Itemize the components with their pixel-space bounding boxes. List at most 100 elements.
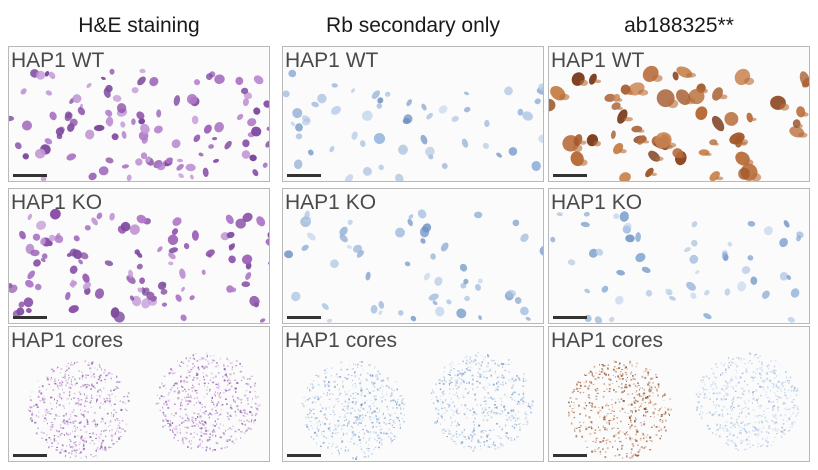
core-speckle <box>63 407 65 409</box>
core-speckle <box>107 394 110 396</box>
cell-nucleus <box>580 221 590 228</box>
core-speckle <box>206 433 208 436</box>
cell-nucleus <box>267 232 269 239</box>
core-speckle <box>484 400 487 403</box>
core-speckle <box>644 402 646 403</box>
core-speckle <box>68 439 71 440</box>
core-speckle <box>613 369 616 372</box>
core-speckle <box>626 377 628 379</box>
core-speckle <box>642 397 645 400</box>
core-speckle <box>351 431 354 434</box>
core-speckle <box>211 430 214 433</box>
core-speckle <box>624 386 627 389</box>
core-speckle <box>378 370 380 373</box>
cell-cytoplasm <box>797 124 803 128</box>
core-speckle <box>109 395 111 397</box>
core-speckle <box>499 413 502 415</box>
core-speckle <box>401 395 403 396</box>
core-speckle <box>752 444 754 446</box>
core-speckle <box>339 376 342 378</box>
core-speckle <box>180 404 182 407</box>
core-speckle <box>84 360 86 363</box>
core-speckle <box>603 365 606 367</box>
cell-nucleus <box>137 287 143 293</box>
cell-nucleus <box>172 217 182 226</box>
core-speckle <box>762 426 764 429</box>
core-speckle <box>402 397 404 400</box>
cell-cytoplasm <box>617 106 623 111</box>
core-speckle <box>786 403 788 405</box>
core-speckle <box>479 424 481 426</box>
core-speckle <box>396 388 398 391</box>
core-speckle <box>469 356 471 359</box>
core-speckle <box>341 403 343 406</box>
core-speckle <box>497 446 499 449</box>
core-speckle <box>352 433 354 436</box>
core-speckle <box>91 385 93 387</box>
core-speckle <box>336 445 338 448</box>
core-speckle <box>499 376 501 378</box>
core-speckle <box>355 363 356 366</box>
core-speckle <box>363 456 366 458</box>
core-speckle <box>372 390 375 392</box>
cell-nucleus <box>356 250 365 258</box>
cell-nucleus <box>265 140 269 148</box>
core-speckle <box>387 408 389 410</box>
core-speckle <box>594 442 597 443</box>
cell-nucleus <box>321 303 329 310</box>
core-speckle <box>522 403 525 405</box>
core-speckle <box>316 427 318 430</box>
core-speckle <box>360 394 363 397</box>
core-speckle <box>771 382 774 385</box>
core-speckle <box>485 430 487 432</box>
core-speckle <box>480 431 482 433</box>
core-speckle <box>608 378 610 380</box>
cell-nucleus <box>40 258 46 263</box>
cell-nucleus <box>292 108 303 119</box>
core-speckle <box>110 434 112 437</box>
core-speckle <box>190 447 193 450</box>
core-speckle <box>641 387 644 389</box>
core-speckle <box>450 369 452 372</box>
core-speckle <box>651 440 653 442</box>
core-speckle <box>725 387 728 390</box>
cell-cytoplasm <box>750 173 762 181</box>
core-speckle <box>431 399 433 401</box>
core-speckle <box>216 362 218 364</box>
core-speckle <box>377 434 379 437</box>
core-speckle <box>195 352 197 355</box>
core-speckle <box>320 403 322 405</box>
core-speckle <box>495 372 496 374</box>
core-speckle <box>123 396 125 398</box>
core-speckle <box>712 372 715 375</box>
core-speckle <box>181 386 184 388</box>
core-speckle <box>657 383 660 386</box>
core-speckle <box>487 434 489 437</box>
core-speckle <box>784 394 787 397</box>
core-speckle <box>89 367 92 370</box>
core-speckle <box>771 419 773 422</box>
cell-nucleus <box>346 244 353 249</box>
cell-nucleus <box>531 161 541 171</box>
core-speckle <box>757 442 760 445</box>
core-speckle <box>727 444 729 446</box>
core-speckle <box>602 437 605 439</box>
core-speckle <box>29 418 32 421</box>
core-speckle <box>324 417 326 419</box>
core-speckle <box>597 376 600 379</box>
core-speckle <box>634 402 636 404</box>
core-speckle <box>44 411 47 413</box>
core-speckle <box>345 418 347 421</box>
core-speckle <box>44 398 46 401</box>
core-speckle <box>320 396 322 398</box>
cell-nucleus <box>691 239 698 247</box>
core-speckle <box>68 452 70 454</box>
core-speckle <box>478 362 480 365</box>
core-speckle <box>241 365 243 367</box>
core-speckle <box>188 375 191 377</box>
core-speckle <box>357 414 360 416</box>
core-speckle <box>713 404 716 406</box>
core-speckle <box>481 407 483 410</box>
core-speckle <box>740 441 743 444</box>
core-speckle <box>710 385 712 387</box>
